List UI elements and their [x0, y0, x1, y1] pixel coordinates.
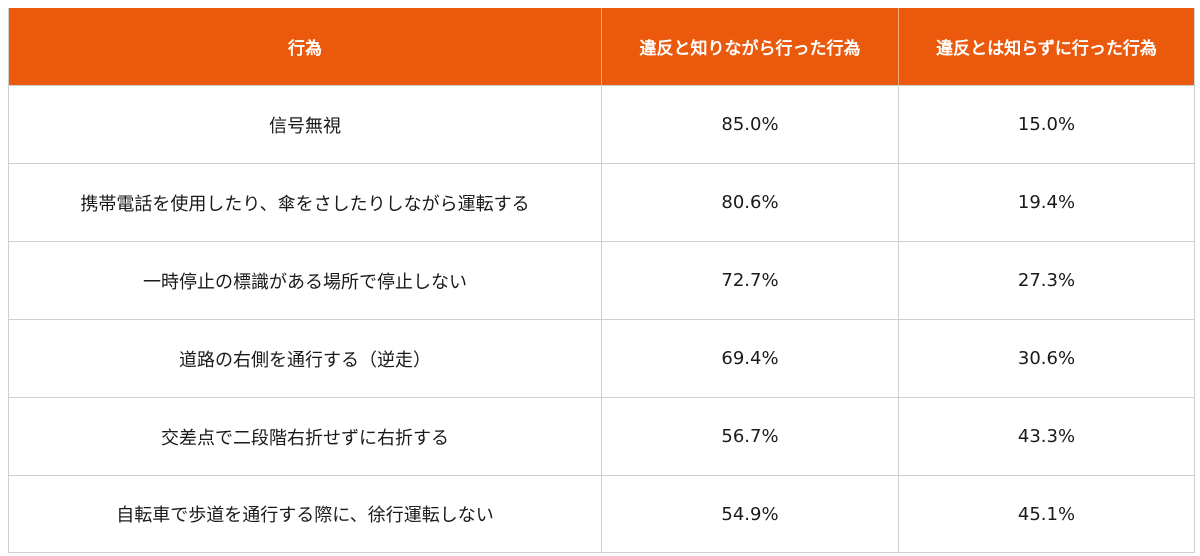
table-row: 道路の右側を通行する（逆走） 69.4% 30.6% — [8, 319, 1195, 398]
unknowing-cell: 43.3% — [898, 397, 1195, 476]
column-header-knowing: 違反と知りながら行った行為 — [601, 8, 899, 86]
act-cell: 携帯電話を使用したり、傘をさしたりしながら運転する — [8, 163, 602, 242]
knowing-cell: 54.9% — [601, 475, 899, 553]
act-cell: 交差点で二段階右折せずに右折する — [8, 397, 602, 476]
knowing-cell: 85.0% — [601, 85, 899, 164]
knowing-cell: 72.7% — [601, 241, 899, 320]
act-cell: 道路の右側を通行する（逆走） — [8, 319, 602, 398]
unknowing-cell: 45.1% — [898, 475, 1195, 553]
act-cell: 信号無視 — [8, 85, 602, 164]
header-row: 行為 違反と知りながら行った行為 違反とは知らずに行った行為 — [8, 8, 1195, 86]
unknowing-cell: 27.3% — [898, 241, 1195, 320]
table-row: 交差点で二段階右折せずに右折する 56.7% 43.3% — [8, 397, 1195, 476]
table-row: 一時停止の標識がある場所で停止しない 72.7% 27.3% — [8, 241, 1195, 320]
results-table-container: 行為 違反と知りながら行った行為 違反とは知らずに行った行為 信号無視 85.0… — [8, 8, 1195, 553]
act-cell: 自転車で歩道を通行する際に、徐行運転しない — [8, 475, 602, 553]
table-row: 携帯電話を使用したり、傘をさしたりしながら運転する 80.6% 19.4% — [8, 163, 1195, 242]
table-body: 信号無視 85.0% 15.0% 携帯電話を使用したり、傘をさしたりしながら運転… — [8, 85, 1195, 553]
knowing-cell: 69.4% — [601, 319, 899, 398]
table-row: 自転車で歩道を通行する際に、徐行運転しない 54.9% 45.1% — [8, 475, 1195, 553]
knowing-cell: 80.6% — [601, 163, 899, 242]
knowing-cell: 56.7% — [601, 397, 899, 476]
unknowing-cell: 19.4% — [898, 163, 1195, 242]
table-header: 行為 違反と知りながら行った行為 違反とは知らずに行った行為 — [8, 8, 1195, 86]
violation-awareness-table: 行為 違反と知りながら行った行為 違反とは知らずに行った行為 信号無視 85.0… — [8, 8, 1195, 553]
table-row: 信号無視 85.0% 15.0% — [8, 85, 1195, 164]
act-cell: 一時停止の標識がある場所で停止しない — [8, 241, 602, 320]
unknowing-cell: 30.6% — [898, 319, 1195, 398]
unknowing-cell: 15.0% — [898, 85, 1195, 164]
column-header-act: 行為 — [8, 8, 602, 86]
column-header-unknowing: 違反とは知らずに行った行為 — [898, 8, 1195, 86]
